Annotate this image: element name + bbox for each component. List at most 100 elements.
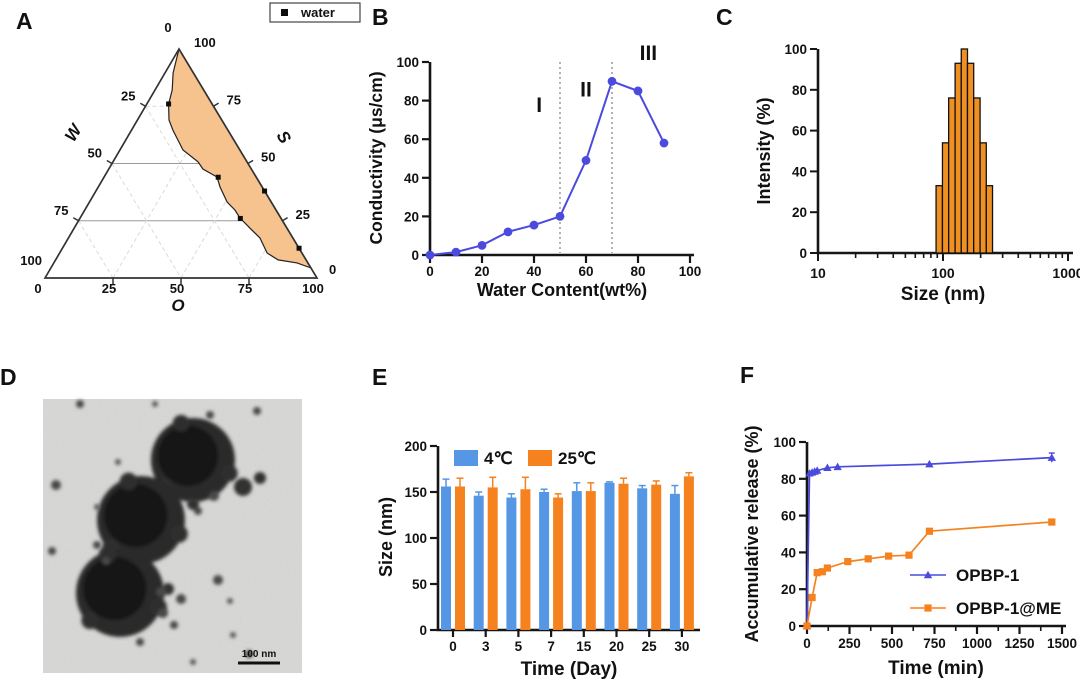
svg-text:150: 150 [404, 485, 427, 500]
svg-text:50: 50 [412, 577, 427, 592]
svg-text:0: 0 [449, 639, 457, 654]
svg-text:100: 100 [20, 253, 42, 268]
conductivity-line [429, 79, 665, 256]
svg-text:Accumulative release (%): Accumulative release (%) [742, 425, 762, 642]
panel-label-c: C [716, 4, 733, 30]
phase-region [167, 47, 313, 270]
svg-text:50: 50 [261, 150, 275, 165]
svg-text:100: 100 [404, 531, 427, 546]
svg-text:III: III [640, 42, 658, 65]
size-bars [441, 471, 694, 630]
svg-text:20: 20 [792, 205, 807, 220]
ticks [810, 48, 1069, 261]
svg-text:O: O [171, 296, 184, 315]
conductivity-markers [425, 76, 669, 260]
svg-text:Conductivity (μs/cm): Conductivity (μs/cm) [366, 71, 386, 244]
svg-text:80: 80 [404, 94, 419, 109]
svg-text:W: W [61, 120, 87, 145]
svg-text:60: 60 [781, 509, 796, 524]
svg-text:3: 3 [482, 639, 490, 654]
ticks [799, 440, 1064, 634]
svg-text:25: 25 [296, 207, 310, 222]
intensity-bars [935, 48, 994, 254]
svg-text:100: 100 [773, 435, 796, 450]
ternary-tick-labels: 0 25 50 75 100 0 25 50 75 100 0 25 50 75 100 [20, 20, 336, 296]
svg-text:1000: 1000 [962, 636, 992, 651]
axes [428, 62, 694, 257]
svg-text:250: 250 [838, 636, 861, 651]
svg-text:80: 80 [781, 472, 796, 487]
water-points [166, 101, 302, 251]
svg-text:25: 25 [121, 88, 135, 103]
svg-text:100: 100 [194, 35, 216, 50]
svg-text:0: 0 [419, 623, 427, 638]
svg-text:40: 40 [781, 545, 796, 560]
svg-text:0: 0 [803, 636, 811, 651]
svg-text:0: 0 [788, 619, 796, 634]
panel-label-e: E [372, 364, 388, 390]
svg-text:40: 40 [792, 164, 807, 179]
svg-text:100: 100 [679, 264, 702, 279]
panel-label-f: F [740, 362, 755, 388]
svg-text:75: 75 [238, 281, 252, 296]
panel-d-tem-image: 100 nm [43, 399, 302, 673]
svg-text:0: 0 [426, 264, 434, 279]
ternary-ticks [72, 102, 288, 284]
svg-text:S: S [273, 127, 295, 147]
svg-text:60: 60 [792, 124, 807, 139]
svg-text:40: 40 [404, 171, 419, 186]
panel-e-stability-bar-chart: 0 50 100 150 200 0 3 5 7 15 20 25 30 4℃ 25℃ Size (nm) Ti… [376, 439, 700, 680]
svg-text:II: II [580, 79, 592, 102]
svg-text:60: 60 [578, 264, 593, 279]
svg-text:25: 25 [102, 281, 116, 296]
svg-text:Size (nm): Size (nm) [901, 284, 985, 305]
svg-text:0: 0 [799, 246, 807, 261]
svg-text:75: 75 [54, 203, 68, 218]
nanoparticles-small [48, 400, 266, 665]
svg-text:80: 80 [630, 264, 645, 279]
svg-text:100: 100 [302, 281, 324, 296]
svg-text:75: 75 [227, 92, 241, 107]
svg-text:30: 30 [674, 639, 689, 654]
svg-text:0: 0 [329, 262, 336, 277]
nanoparticles-large [76, 414, 238, 637]
panel-label-a: A [16, 8, 33, 34]
svg-text:1250: 1250 [1004, 636, 1034, 651]
markers-OPBP-1@ME [803, 518, 1056, 630]
panel-c-size-distribution-histogram: 0 20 40 60 80 100 10 100 1000 Intensity (%) Size (… [754, 42, 1080, 305]
svg-text:Time (Day): Time (Day) [521, 659, 618, 680]
svg-text:500: 500 [881, 636, 904, 651]
ticks [430, 444, 683, 637]
svg-text:1500: 1500 [1047, 636, 1077, 651]
svg-text:200: 200 [404, 439, 427, 454]
legend-release: OPBP-1 OPBP-1@ME [910, 566, 1061, 618]
svg-text:4℃: 4℃ [484, 449, 513, 468]
svg-text:OPBP-1: OPBP-1 [956, 566, 1019, 585]
svg-text:1000: 1000 [1052, 265, 1080, 281]
panel-b-conductivity-line-chart: 0 20 40 60 80 100020406080100IIIIIIConductivi… [366, 42, 702, 300]
legend-temperature: 4℃ 25℃ [454, 449, 596, 468]
svg-text:Time (min): Time (min) [888, 658, 984, 679]
svg-text:50: 50 [88, 146, 102, 161]
svg-text:40: 40 [526, 264, 541, 279]
panel-label-b: B [372, 4, 389, 30]
svg-text:100: 100 [931, 265, 955, 281]
svg-text:20: 20 [404, 209, 419, 224]
legend-25c-swatch [528, 450, 552, 466]
svg-text:15: 15 [576, 639, 592, 654]
svg-text:25℃: 25℃ [558, 449, 596, 468]
panel-f-release-line-chart: 0 250 500 750 1000 1250 1500 0 20 40 60 80 100 OPBP-1… [742, 425, 1077, 679]
svg-text:10: 10 [810, 265, 826, 281]
legend-4c-swatch [454, 450, 478, 466]
svg-text:80: 80 [792, 83, 807, 98]
svg-text:20: 20 [781, 582, 796, 597]
svg-text:water: water [300, 5, 335, 20]
svg-text:20: 20 [474, 264, 489, 279]
svg-text:I: I [536, 94, 542, 117]
svg-text:100 nm: 100 nm [242, 649, 277, 660]
svg-text:0: 0 [34, 281, 41, 296]
svg-text:20: 20 [609, 639, 624, 654]
svg-text:25: 25 [642, 639, 658, 654]
